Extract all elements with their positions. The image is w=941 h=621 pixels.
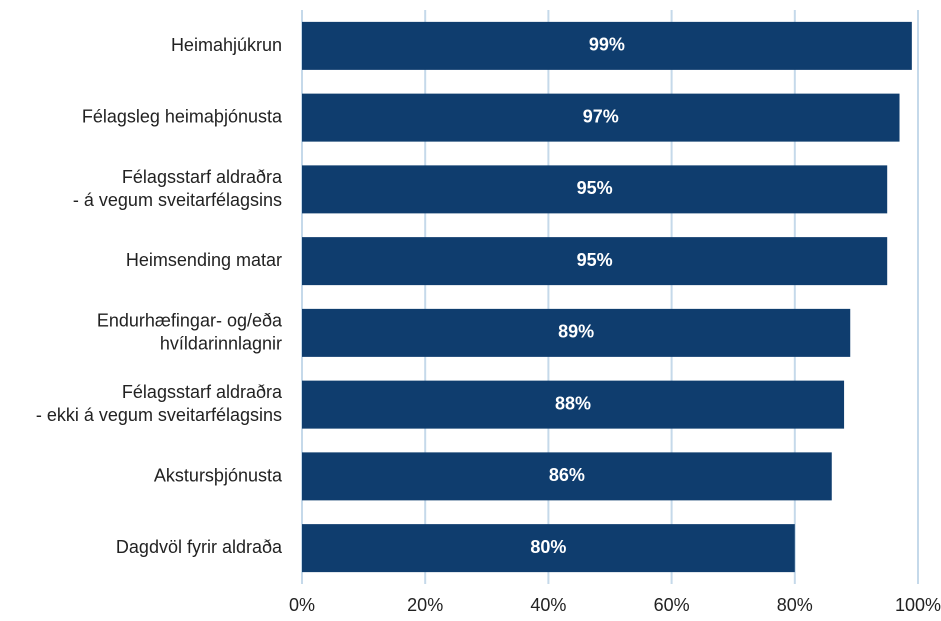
y-tick-label: Akstursþjónusta <box>154 465 283 485</box>
bar <box>302 93 900 142</box>
bar <box>302 165 888 214</box>
x-tick-label: 40% <box>530 595 566 615</box>
x-tick-label: 60% <box>654 595 690 615</box>
bar <box>302 380 845 429</box>
y-tick-label: Félagsstarf aldraðra - ekki á vegum sveit… <box>36 382 283 425</box>
bar <box>302 452 832 501</box>
value-label: 95% <box>577 250 613 270</box>
y-tick-label: Endurhæfingar- og/eða hvíldarinnlagnir <box>97 310 283 353</box>
x-tick-label: 100% <box>895 595 941 615</box>
value-label: 80% <box>530 537 566 557</box>
y-tick-label: Félagsleg heimaþjónusta <box>82 106 283 126</box>
y-tick-label: Félagsstarf aldraðra - á vegum sveitarfél… <box>73 167 283 210</box>
value-label: 86% <box>549 465 585 485</box>
x-tick-label: 80% <box>777 595 813 615</box>
value-label: 95% <box>577 178 613 198</box>
value-label: 99% <box>589 35 625 55</box>
y-tick-label: Heimahjúkrun <box>171 35 282 55</box>
bar <box>302 524 795 573</box>
y-tick-label: Dagdvöl fyrir aldraða <box>116 537 283 557</box>
y-tick-label: Heimsending matar <box>126 250 282 270</box>
bar <box>302 237 888 286</box>
value-label: 88% <box>555 393 591 413</box>
value-label: 89% <box>558 322 594 342</box>
bar <box>302 21 912 70</box>
bar <box>302 308 851 357</box>
x-tick-label: 20% <box>407 595 443 615</box>
x-tick-label: 0% <box>289 595 315 615</box>
value-label: 97% <box>583 106 619 126</box>
